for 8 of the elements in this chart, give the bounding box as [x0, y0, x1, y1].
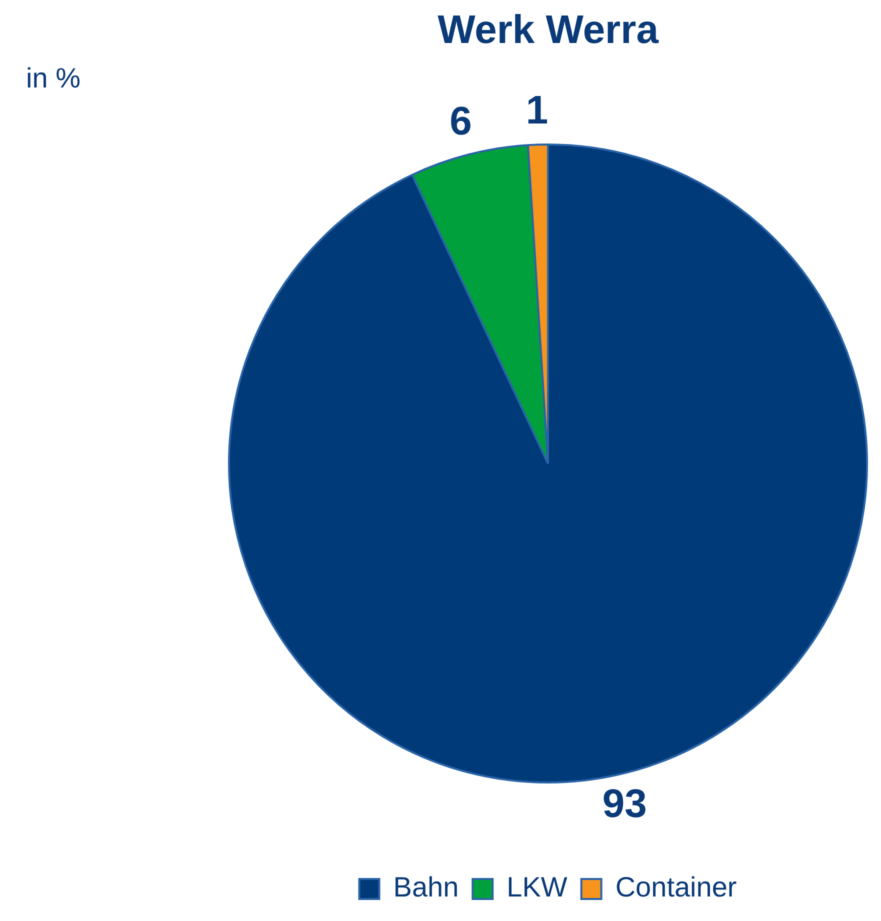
legend-label: Container — [615, 872, 737, 903]
legend-label: LKW — [506, 872, 568, 903]
data-label: 93 — [602, 782, 647, 826]
chart-title: Werk Werra — [438, 8, 660, 52]
data-label: 6 — [450, 100, 472, 144]
data-label: 1 — [526, 88, 548, 133]
text: in % — [26, 62, 80, 94]
legend-label: Bahn — [393, 872, 459, 903]
